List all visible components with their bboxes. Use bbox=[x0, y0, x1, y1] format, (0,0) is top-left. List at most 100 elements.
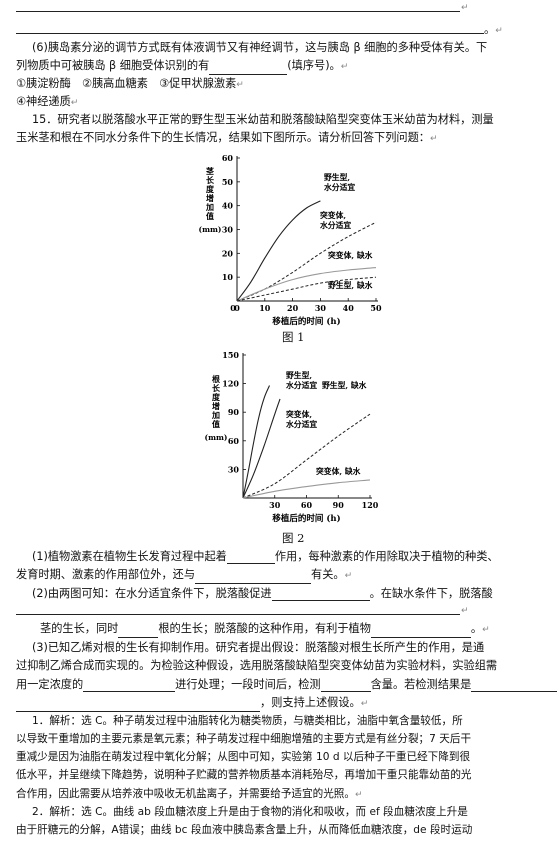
x-tick-label: 120 bbox=[362, 500, 379, 510]
series-line-4 bbox=[242, 479, 371, 499]
series-label: 水分适宜 bbox=[286, 419, 317, 429]
y-axis-label: 值 bbox=[212, 419, 220, 429]
y-tick-label: 30 bbox=[228, 464, 240, 474]
fill-blank[interactable] bbox=[320, 680, 371, 692]
x-tick-label: 90 bbox=[333, 500, 345, 510]
q6-options: ①胰淀粉酶 ②胰高血糖素 ③促甲状腺激素↵ bbox=[16, 77, 244, 90]
x-tick-label: 60 bbox=[301, 500, 313, 510]
q15-line1: 15．研究者以脱落酸水平正常的野生型玉米幼苗和脱落酸缺陷型突变体玉米幼苗为材料，… bbox=[32, 113, 494, 126]
y-tick-label: 10 bbox=[222, 272, 234, 282]
series-line-3 bbox=[236, 267, 377, 302]
q15-part2-line2: 茎的生长，同时 根的生长；脱落酸的这种作用，有利于植物 。↵ bbox=[40, 621, 490, 638]
y-tick-label: 150 bbox=[222, 350, 239, 360]
series-label: 突变体, 缺水 bbox=[316, 466, 361, 476]
q15-part3-line2: 过抑制乙烯合成而实现的。为检验这种假设，选用脱落酸缺陷型突变体幼苗为实验材料，实… bbox=[16, 659, 498, 672]
series-label: 突变体, bbox=[320, 210, 346, 220]
y-axis-label: 茎 bbox=[206, 166, 214, 176]
answer-1-line2: 以导致干重增加的主要元素是氧元素；种子萌发过程中细胞增殖的主要方式是有丝分裂；7… bbox=[16, 733, 472, 745]
series-line-1 bbox=[242, 385, 271, 499]
x-tick-label: 0 bbox=[230, 303, 236, 313]
series-line-3 bbox=[242, 413, 371, 499]
q15-part2-line1: (2)由两图可知：在水分适宜条件下，脱落酸促进 。在缺水条件下，脱落酸 bbox=[32, 587, 493, 601]
y-axis-label: 增 bbox=[206, 193, 214, 203]
q15-part1-line1: (1)植物激素在植物生长发育过程中起着 作用，每种激素的作用除取决于植物的种类、 bbox=[32, 550, 499, 564]
x-tick-label: 20 bbox=[287, 303, 299, 313]
y-axis-unit: (mm) bbox=[205, 433, 228, 442]
paragraph-mark-icon: ↵ bbox=[360, 699, 369, 709]
y-axis-label: 根 bbox=[212, 374, 220, 384]
answer-1-line1: 1．解析：选 C。种子萌发过程中油脂转化为糖类物质，与糖类相比，油脂中氧含量较低… bbox=[32, 715, 463, 727]
y-axis-unit: (mm) bbox=[199, 225, 222, 234]
y-axis-label: 加 bbox=[211, 410, 220, 420]
y-axis-label: 度 bbox=[206, 184, 215, 194]
answer-line bbox=[16, 33, 484, 34]
y-tick-label: 30 bbox=[222, 225, 234, 235]
y-axis-label: 长 bbox=[212, 383, 221, 393]
series-label: 突变体, bbox=[286, 409, 312, 419]
y-tick-label: 120 bbox=[222, 379, 239, 389]
answer-line bbox=[16, 11, 460, 12]
fill-blank[interactable] bbox=[226, 552, 275, 564]
y-axis-label: 长 bbox=[206, 175, 215, 185]
fill-blank[interactable] bbox=[16, 700, 260, 712]
fill-blank[interactable] bbox=[370, 626, 471, 638]
y-tick-label: 90 bbox=[228, 407, 240, 417]
figure-1-caption: 图 1 bbox=[282, 330, 305, 344]
q6-line2: 列物质中可被胰岛 β 细胞受体识别的有 (填序号)。↵ bbox=[16, 58, 348, 75]
x-tick-label: 40 bbox=[343, 303, 355, 313]
y-tick-label: 20 bbox=[222, 248, 234, 258]
series-label: 野生型, bbox=[286, 370, 312, 380]
q6-line1: (6)胰岛素分泌的调节方式既有体液调节又有神经调节，这与胰岛 β 细胞的多种受体… bbox=[32, 41, 488, 54]
x-tick-label: 10 bbox=[259, 303, 271, 313]
x-axis-label: 移植后的时间 (h) bbox=[272, 316, 340, 327]
paragraph-mark-icon: ↵ bbox=[429, 134, 438, 144]
fill-blank[interactable] bbox=[471, 680, 557, 692]
x-tick-label: 50 bbox=[370, 303, 382, 313]
q15-part3-line1: (3)已知乙烯对根的生长有抑制作用。研究者提出假设：脱落酸对根生长所产生的作用，… bbox=[32, 641, 485, 654]
q6-option4: ④神经递质↵ bbox=[16, 95, 79, 108]
paragraph-mark-icon: ↵ bbox=[482, 625, 490, 635]
answer-1-line4: 低水平，并呈继续下降趋势，说明种子贮藏的营养物质基本消耗殆尽，再增加干重只能靠幼… bbox=[16, 769, 472, 781]
fill-blank[interactable] bbox=[83, 680, 176, 692]
y-axis-label: 度 bbox=[212, 392, 221, 402]
y-axis-label: 加 bbox=[205, 202, 214, 212]
paragraph-mark-icon: ↵ bbox=[340, 62, 349, 72]
fill-blank[interactable] bbox=[118, 626, 159, 638]
q15-part1-line2: 发育时期、激素的作用部位外，还与 有关。↵ bbox=[16, 567, 352, 584]
y-tick-label: 60 bbox=[222, 153, 234, 163]
y-tick-label: 40 bbox=[222, 201, 234, 211]
x-tick-label: 0 bbox=[234, 303, 240, 313]
series-label: 野生型, 缺水 bbox=[328, 280, 373, 290]
fill-blank[interactable] bbox=[271, 589, 370, 601]
figure-2-caption: 图 2 bbox=[282, 531, 305, 545]
series-label: 水分适宜 bbox=[324, 182, 355, 192]
q15-line2: 玉米茎和根在不同水分条件下的生长情况，结果如下图所示。请分析回答下列问题：↵ bbox=[16, 131, 438, 144]
series-label: 水分适宜 bbox=[320, 220, 351, 230]
fill-blank[interactable] bbox=[195, 572, 312, 584]
y-axis-label: 值 bbox=[206, 211, 214, 221]
series-label: 突变体, 缺水 bbox=[328, 250, 373, 260]
answer-2-line2: 由于肝糖元的分解，A错误；曲线 bc 段血液中胰岛素含量上升，从而降低血糖浓度，… bbox=[16, 824, 473, 836]
paragraph-mark-icon: ↵ bbox=[461, 3, 469, 13]
series-line-1 bbox=[236, 200, 321, 302]
paragraph-mark-icon: ↵ bbox=[70, 98, 79, 108]
series-label: 野生型, 缺水 bbox=[322, 380, 367, 390]
fill-blank[interactable] bbox=[209, 63, 288, 75]
series-label: 野生型, bbox=[324, 172, 350, 182]
x-tick-label: 30 bbox=[315, 303, 327, 313]
series-line-4 bbox=[236, 276, 377, 302]
series-label: 水分适宜 bbox=[286, 380, 317, 390]
answer-2-line1: 2．解析：选 C。曲线 ab 段血糖浓度上升是由于食物的消化和吸收，而 ef 段… bbox=[32, 806, 468, 818]
paragraph-mark-icon: ↵ bbox=[355, 790, 363, 800]
paragraph-mark-icon: ↵ bbox=[236, 80, 244, 90]
q15-part3-line3: 用一定浓度的 进行处理；一段时间后，检测 含量。若检测结果是 bbox=[16, 677, 557, 692]
x-axis-label: 移植后的时间 (h) bbox=[272, 513, 340, 524]
y-axis-label: 增 bbox=[212, 401, 220, 411]
y-tick-label: 60 bbox=[228, 436, 240, 446]
paragraph-mark-icon: ↵ bbox=[495, 26, 503, 36]
paragraph-mark-icon: ↵ bbox=[461, 606, 469, 616]
y-tick-label: 50 bbox=[222, 177, 234, 187]
